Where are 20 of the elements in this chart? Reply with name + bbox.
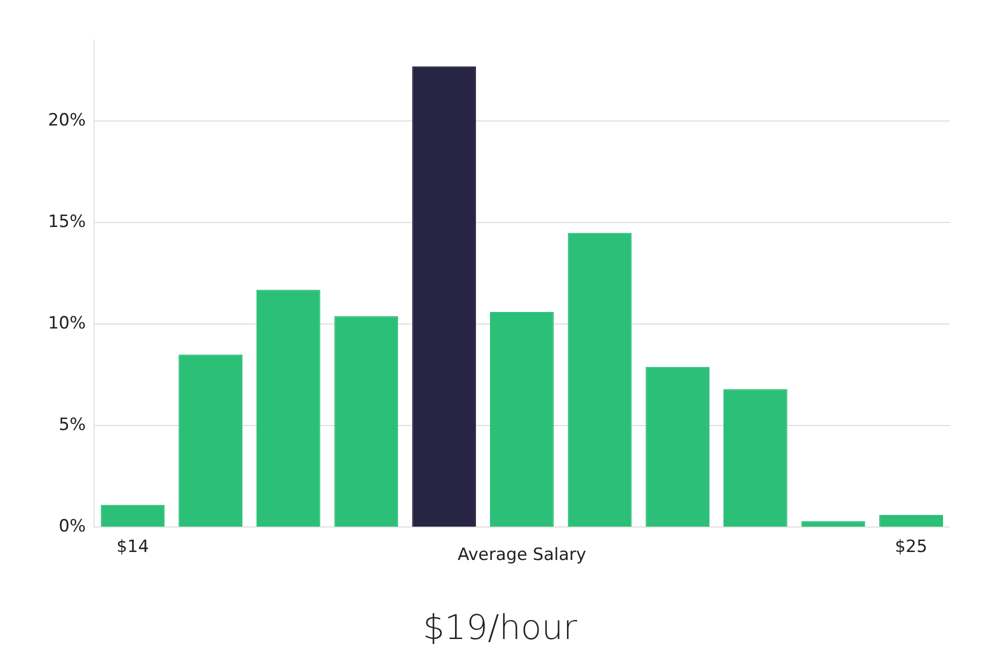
bar xyxy=(723,389,788,527)
bar xyxy=(256,290,320,527)
text: $19/hour xyxy=(422,608,578,648)
x-axis-title: Average Salary xyxy=(458,545,586,566)
y-tick-label: 10% xyxy=(48,314,86,334)
y-tick-label: 15% xyxy=(48,212,86,232)
y-tick-label: 5% xyxy=(58,415,86,436)
x-tick-label: $14 xyxy=(116,536,149,557)
bar xyxy=(879,515,943,527)
bar xyxy=(568,232,632,527)
x-tick-label: $25 xyxy=(894,536,928,557)
bar xyxy=(412,66,476,527)
bar xyxy=(490,312,554,527)
bar xyxy=(801,521,866,527)
bar xyxy=(178,354,242,527)
y-tick-label: 0% xyxy=(58,516,86,537)
bar xyxy=(646,366,710,527)
y-tick-label: 20% xyxy=(48,110,86,131)
bar xyxy=(100,504,165,527)
bar xyxy=(334,316,398,527)
